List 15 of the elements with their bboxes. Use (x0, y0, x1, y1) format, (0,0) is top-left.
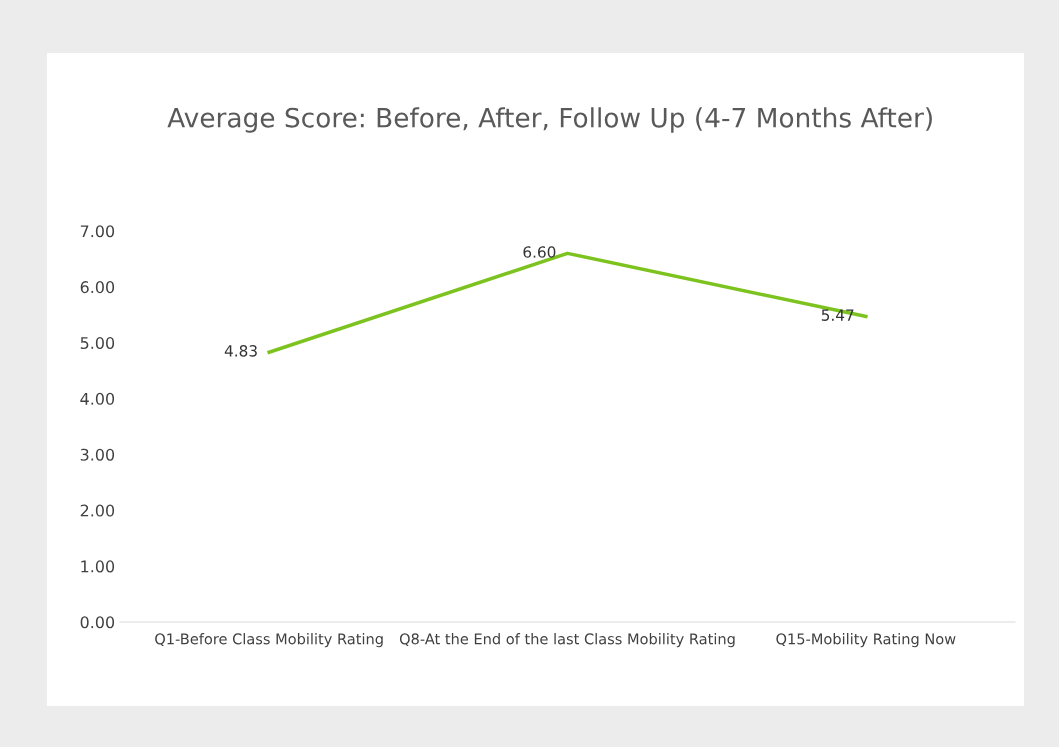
y-tick-label: 2.00 (80, 504, 115, 517)
y-tick-label: 4.00 (80, 392, 115, 405)
data-label: 6.60 (523, 246, 556, 258)
x-tick-label: Q15-Mobility Rating Now (776, 633, 956, 648)
y-tick-label: 0.00 (80, 616, 115, 629)
y-tick-label: 5.00 (80, 336, 115, 350)
y-tick-label: 3.00 (80, 448, 115, 461)
y-tick-label: 1.00 (81, 560, 115, 573)
data-label: 5.47 (821, 309, 854, 321)
y-tick-label: 7.00 (80, 225, 115, 238)
chart-title: Average Score: Before, After, Follow Up (4-7 Months After) (167, 107, 932, 133)
data-label: 4.83 (224, 345, 257, 357)
x-tick-label: Q8-At the End of the last Class Mobility Rating (399, 633, 735, 648)
y-tick-label: 6.00 (80, 281, 115, 294)
x-tick-label: Q1-Before Class Mobility Rating (155, 633, 383, 648)
